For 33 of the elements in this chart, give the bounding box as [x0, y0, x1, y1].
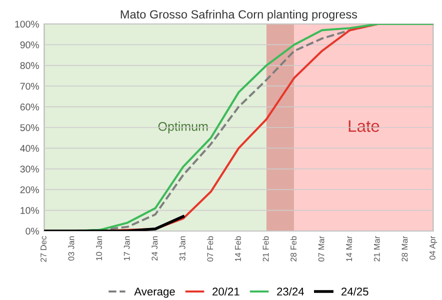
x-tick-label: 07 Feb — [207, 236, 214, 262]
x-tick-label: 17 Jan — [124, 236, 130, 260]
y-tick-label: 10% — [20, 207, 39, 214]
y-tick-label: 50% — [20, 124, 39, 132]
x-tick-label: 31 Jan — [179, 236, 186, 261]
chart-title: Mato Grosso Safrinha Corn planting progress — [120, 10, 358, 21]
y-tick-label: 90% — [20, 41, 39, 48]
x-tick-label: 03 Jan — [68, 236, 74, 261]
x-tick-label: 04 Apr — [429, 236, 438, 260]
y-tick-label: 40% — [20, 144, 39, 152]
x-tick-label: 14 Feb — [234, 236, 241, 262]
legend-label: 24/25 — [342, 287, 368, 296]
y-tick-label: 30% — [20, 166, 39, 173]
legend-label: 20/21 — [212, 287, 240, 296]
x-tick-label: 28 Mar — [402, 236, 408, 262]
x-tick-label: 21 Mar — [374, 236, 380, 262]
band-label: Optimum — [158, 122, 208, 134]
legend-label: 23/24 — [277, 287, 304, 296]
y-tick-label: 80% — [20, 62, 39, 70]
y-tick-label: 70% — [20, 82, 39, 90]
y-tick-label: 20% — [20, 186, 39, 194]
band-label: Late — [348, 120, 380, 132]
x-tick-label: 07 Mar — [318, 236, 324, 262]
y-tick-label: 100% — [15, 20, 39, 28]
x-tick-label: 24 Jan — [152, 236, 158, 260]
x-tick-label: 14 Mar — [346, 236, 352, 262]
y-tick-label: 0% — [26, 228, 39, 235]
x-tick-label: 10 Jan — [96, 236, 102, 260]
y-tick-label: 60% — [20, 104, 39, 110]
x-tick-label: 27 Dec — [40, 236, 46, 262]
x-tick-label: 28 Feb — [290, 236, 296, 262]
legend-label: Average — [134, 288, 175, 298]
x-tick-label: 21 Feb — [262, 236, 269, 262]
